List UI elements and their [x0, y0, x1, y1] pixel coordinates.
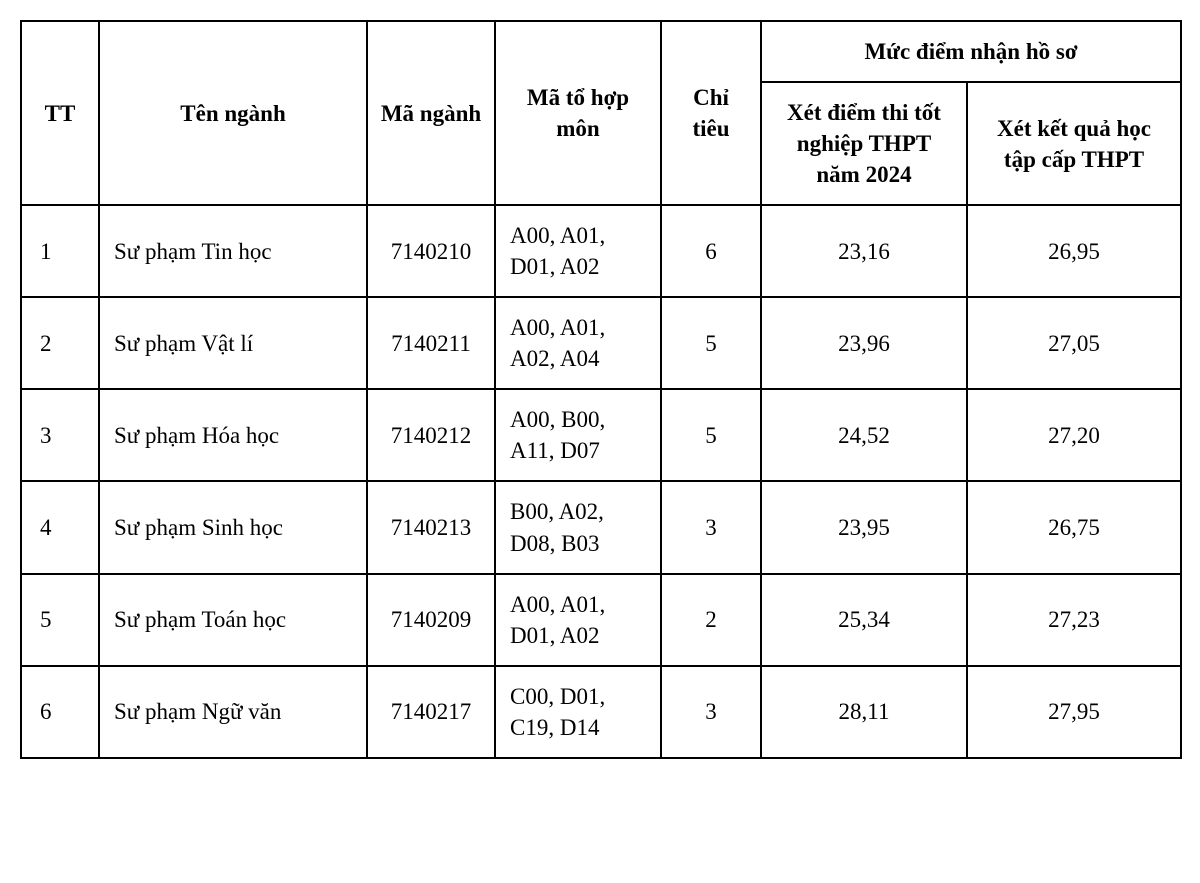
- cell-combo: A00, A01, D01, A02: [495, 205, 661, 297]
- cell-name: Sư phạm Hóa học: [99, 389, 367, 481]
- cell-tt: 5: [21, 574, 99, 666]
- cell-name: Sư phạm Toán học: [99, 574, 367, 666]
- table-row: 4Sư phạm Sinh học7140213B00, A02, D08, B…: [21, 481, 1181, 573]
- col-header-tt: TT: [21, 21, 99, 205]
- header-row-1: TT Tên ngành Mã ngành Mã tổ hợp môn Chỉ …: [21, 21, 1181, 82]
- cell-quota: 5: [661, 389, 761, 481]
- cell-name: Sư phạm Sinh học: [99, 481, 367, 573]
- col-header-combo: Mã tổ hợp môn: [495, 21, 661, 205]
- cell-name: Sư phạm Vật lí: [99, 297, 367, 389]
- cell-score2: 27,20: [967, 389, 1181, 481]
- cell-combo: C00, D01, C19, D14: [495, 666, 661, 758]
- table-body: 1Sư phạm Tin học7140210A00, A01, D01, A0…: [21, 205, 1181, 758]
- cell-score2: 27,95: [967, 666, 1181, 758]
- cell-quota: 6: [661, 205, 761, 297]
- table-row: 2Sư phạm Vật lí7140211A00, A01, A02, A04…: [21, 297, 1181, 389]
- cell-code: 7140213: [367, 481, 495, 573]
- col-header-score1: Xét điểm thi tốt nghiệp THPT năm 2024: [761, 82, 967, 205]
- cell-quota: 3: [661, 481, 761, 573]
- cell-score2: 26,95: [967, 205, 1181, 297]
- table-row: 5Sư phạm Toán học7140209A00, A01, D01, A…: [21, 574, 1181, 666]
- cell-score1: 25,34: [761, 574, 967, 666]
- col-header-name: Tên ngành: [99, 21, 367, 205]
- cell-score1: 24,52: [761, 389, 967, 481]
- cell-quota: 5: [661, 297, 761, 389]
- admissions-table: TT Tên ngành Mã ngành Mã tổ hợp môn Chỉ …: [20, 20, 1182, 759]
- cell-code: 7140210: [367, 205, 495, 297]
- cell-score1: 23,96: [761, 297, 967, 389]
- table-row: 1Sư phạm Tin học7140210A00, A01, D01, A0…: [21, 205, 1181, 297]
- col-header-score-group: Mức điểm nhận hồ sơ: [761, 21, 1181, 82]
- cell-tt: 3: [21, 389, 99, 481]
- cell-score2: 26,75: [967, 481, 1181, 573]
- col-header-score2: Xét kết quả học tập cấp THPT: [967, 82, 1181, 205]
- cell-score2: 27,23: [967, 574, 1181, 666]
- col-header-code: Mã ngành: [367, 21, 495, 205]
- cell-code: 7140211: [367, 297, 495, 389]
- cell-score1: 23,95: [761, 481, 967, 573]
- cell-code: 7140217: [367, 666, 495, 758]
- cell-name: Sư phạm Ngữ văn: [99, 666, 367, 758]
- cell-score1: 28,11: [761, 666, 967, 758]
- cell-combo: B00, A02, D08, B03: [495, 481, 661, 573]
- cell-combo: A00, A01, A02, A04: [495, 297, 661, 389]
- cell-combo: A00, B00, A11, D07: [495, 389, 661, 481]
- cell-tt: 2: [21, 297, 99, 389]
- cell-quota: 2: [661, 574, 761, 666]
- cell-name: Sư phạm Tin học: [99, 205, 367, 297]
- cell-score2: 27,05: [967, 297, 1181, 389]
- col-header-quota: Chỉ tiêu: [661, 21, 761, 205]
- cell-quota: 3: [661, 666, 761, 758]
- cell-tt: 4: [21, 481, 99, 573]
- cell-tt: 1: [21, 205, 99, 297]
- cell-combo: A00, A01, D01, A02: [495, 574, 661, 666]
- table-row: 3Sư phạm Hóa học7140212A00, B00, A11, D0…: [21, 389, 1181, 481]
- cell-score1: 23,16: [761, 205, 967, 297]
- cell-code: 7140212: [367, 389, 495, 481]
- table-row: 6Sư phạm Ngữ văn7140217C00, D01, C19, D1…: [21, 666, 1181, 758]
- cell-tt: 6: [21, 666, 99, 758]
- cell-code: 7140209: [367, 574, 495, 666]
